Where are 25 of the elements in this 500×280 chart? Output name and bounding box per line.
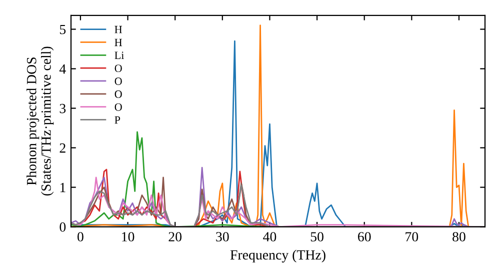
legend-label: Li [114,52,124,60]
y-tick-label: 3 [60,104,66,114]
y-tick-label: 1 [60,182,66,192]
legend-label: H [114,38,122,46]
legend-label: O [114,64,122,72]
x-tick-label: 40 [263,232,276,242]
x-tick-label: 70 [406,232,418,242]
y-tick-label: 0 [60,222,66,232]
x-tick-label: 50 [310,232,324,242]
legend-label: H [114,26,122,34]
x-tick-label: 20 [168,232,182,242]
x-tick-label: 0 [78,232,84,242]
x-tick-label: 10 [122,232,134,242]
y-tick-label: 2 [60,143,66,153]
legend-label: O [114,103,122,111]
y-tick-label: 4 [59,64,66,74]
legend-label: O [114,90,122,98]
x-tick-label: 80 [452,232,466,242]
legend-label: P [114,116,120,124]
x-tick-label: 60 [358,232,371,242]
x-axis-title: Frequency (THz) [230,250,326,262]
y-tick-label: 5 [60,24,66,34]
legend-label: O [114,78,122,85]
x-tick-label: 30 [216,232,229,242]
y-axis-title: Phonon projected DOS (States/THz·primitive cell) [26,46,54,196]
